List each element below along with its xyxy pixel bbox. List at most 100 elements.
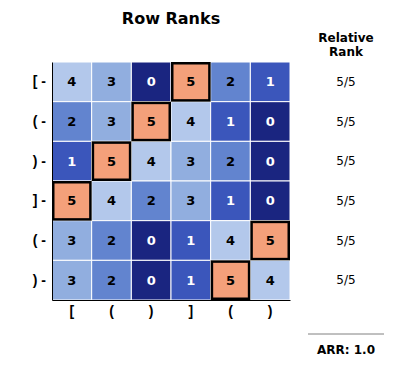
cell-label: 3 xyxy=(107,74,116,89)
x-tick-label: [ xyxy=(69,303,74,319)
x-tick-label: ) xyxy=(149,303,154,319)
y-tick-label: ] - xyxy=(33,192,47,208)
cell-label: 3 xyxy=(67,233,76,248)
footnote: ARR: 1.0 xyxy=(317,343,375,357)
heatmap-cell xyxy=(92,221,132,261)
heatmap-cell xyxy=(211,62,251,102)
side-title: RelativeRank xyxy=(318,31,373,59)
x-tick-label: ) xyxy=(268,303,273,319)
heatmap-cell xyxy=(92,62,132,102)
cell-label: 4 xyxy=(147,154,156,169)
cell-label: 2 xyxy=(226,74,235,89)
x-axis-line xyxy=(53,300,291,301)
cell-label: 1 xyxy=(186,233,195,248)
heatmap-cell xyxy=(250,62,290,102)
heatmap-cell xyxy=(250,260,290,300)
heatmap-cell xyxy=(211,260,251,300)
heatmap-cell xyxy=(171,141,211,181)
heatmap-cell xyxy=(211,141,251,181)
y-axis: [ - ( - ) - ] - ( - ) - xyxy=(33,63,53,301)
chart: 430521235410154320542310320145320154[()]… xyxy=(0,0,416,376)
y-tick-label: ( - xyxy=(33,232,47,248)
side-label: 5/5 xyxy=(336,75,355,89)
heatmap-cell xyxy=(52,221,92,261)
heatmap-cell xyxy=(250,102,290,142)
cell-label: 5 xyxy=(226,273,235,288)
y-tick: ] - xyxy=(33,192,52,208)
heatmap-cell xyxy=(171,221,211,261)
cells xyxy=(52,62,290,300)
cell-label: 0 xyxy=(266,193,275,208)
x-tick-label: ( xyxy=(228,303,233,319)
side-labels: 5/5 5/5 5/5 5/5 5/5 5/5 xyxy=(336,75,355,287)
side-label: 5/5 xyxy=(336,154,355,168)
heatmap-cell xyxy=(52,62,92,102)
cell-label: 4 xyxy=(226,233,235,248)
y-tick-label: [ - xyxy=(33,73,47,89)
heatmap-cell xyxy=(211,221,251,261)
highlight-border xyxy=(133,103,170,140)
cell-label: 2 xyxy=(226,154,235,169)
cell-label: 0 xyxy=(266,114,275,129)
highlight-border xyxy=(212,262,249,299)
cell-label: 4 xyxy=(266,273,275,288)
cell-label: 2 xyxy=(147,193,156,208)
x-tick: ( xyxy=(109,300,114,319)
cell-label: 0 xyxy=(147,74,156,89)
heatmap-cell xyxy=(171,102,211,142)
cell-label: 1 xyxy=(226,114,235,129)
y-tick-label: ) - xyxy=(33,272,47,288)
cell-label: 4 xyxy=(67,74,76,89)
cell-label: 0 xyxy=(147,233,156,248)
y-tick: [ - xyxy=(33,73,52,89)
cell-label: 2 xyxy=(67,114,76,129)
side-label: 5/5 xyxy=(336,273,355,287)
highlight-border xyxy=(93,143,130,180)
heatmap-cell xyxy=(171,62,211,102)
heatmap-cell xyxy=(131,141,171,181)
x-tick: ) xyxy=(149,300,154,319)
heatmap-cell xyxy=(131,221,171,261)
heatmap-cell xyxy=(131,181,171,221)
x-tick-label: ( xyxy=(109,303,114,319)
cell-label: 3 xyxy=(107,114,116,129)
heatmap-cell xyxy=(92,141,132,181)
heatmap-cell xyxy=(211,181,251,221)
heatmap-cell xyxy=(92,260,132,300)
plot: 430521235410154320542310320145320154[()]… xyxy=(33,62,291,319)
highlight-border xyxy=(172,63,209,100)
cell-label: 1 xyxy=(226,193,235,208)
heatmap-cell xyxy=(52,260,92,300)
cell-label: 1 xyxy=(67,154,76,169)
heatmap-cell xyxy=(250,181,290,221)
heatmap-cell xyxy=(250,221,290,261)
heatmap-cell xyxy=(131,62,171,102)
side-label: 5/5 xyxy=(336,194,355,208)
separator xyxy=(308,334,384,335)
cell-label: 3 xyxy=(67,273,76,288)
heatmap-cell xyxy=(171,260,211,300)
heatmap-cell xyxy=(131,102,171,142)
heatmap-cell xyxy=(250,141,290,181)
x-axis: [ ()] () xyxy=(53,300,291,319)
cell-label: 5 xyxy=(186,74,195,89)
x-tick: ( xyxy=(228,300,233,319)
highlight-border xyxy=(53,182,90,219)
cell-label: 4 xyxy=(107,193,116,208)
heatmap-cell xyxy=(92,102,132,142)
y-tick: ) - xyxy=(33,153,52,169)
y-tick: ( - xyxy=(33,113,52,129)
side-label: 5/5 xyxy=(336,234,355,248)
y-tick: ) - xyxy=(33,272,52,288)
cell-label: 4 xyxy=(186,114,195,129)
x-tick: ) xyxy=(268,300,273,319)
cell-label: 0 xyxy=(147,273,156,288)
x-tick-label: ] xyxy=(188,303,193,319)
cell-label: 5 xyxy=(67,193,76,208)
cell-label: 1 xyxy=(266,74,275,89)
side-label: 5/5 xyxy=(336,115,355,129)
heatmap-cell xyxy=(52,141,92,181)
cell-label: 3 xyxy=(186,154,195,169)
cell-labels: 430521235410154320542310320145320154 xyxy=(67,74,274,287)
highlight-border xyxy=(252,222,289,259)
